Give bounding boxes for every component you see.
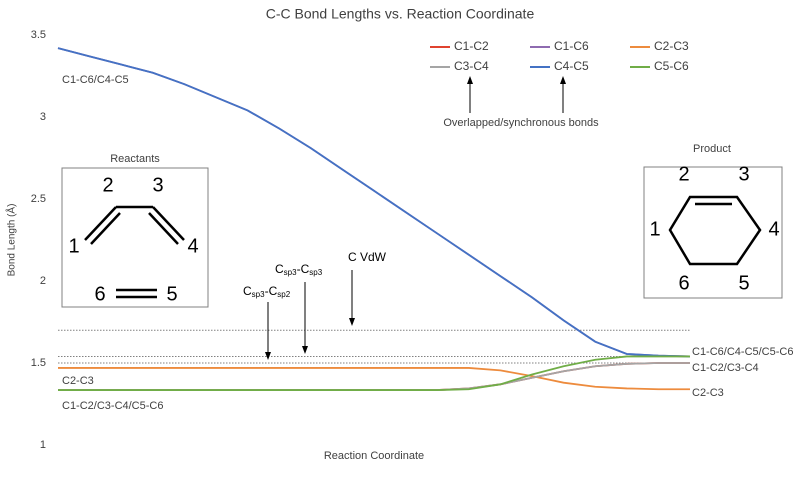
y-tick-label: 1 bbox=[40, 439, 46, 451]
annotation: C2-C3 bbox=[692, 387, 724, 399]
series-line bbox=[58, 367, 690, 391]
legend-label: C2-C3 bbox=[654, 39, 689, 53]
annotation: C1-C2/C3-C4 bbox=[692, 362, 759, 374]
reference-label: Csp3-Csp3 bbox=[275, 262, 323, 277]
label-part: -C bbox=[265, 284, 278, 298]
reference-label: C VdW bbox=[348, 250, 387, 264]
label-part: C bbox=[243, 284, 252, 298]
legend-label: C5-C6 bbox=[654, 59, 689, 73]
annotation: C1-C6/C4-C5 bbox=[62, 74, 129, 86]
x-axis-title: Reaction Coordinate bbox=[324, 450, 424, 462]
annotation: C1-C2/C3-C4/C5-C6 bbox=[62, 400, 163, 412]
atom-label: 1 bbox=[649, 218, 660, 240]
atom-label: 2 bbox=[102, 174, 113, 196]
series-line bbox=[58, 355, 690, 391]
annotation: Overlapped/synchronous bonds bbox=[443, 117, 599, 129]
reactants-diagram bbox=[61, 167, 209, 308]
label-part: sp3 bbox=[284, 268, 297, 277]
atom-label: 3 bbox=[152, 174, 163, 196]
y-axis-title: Bond Length (Å) bbox=[5, 204, 18, 277]
label-part: -C bbox=[297, 262, 310, 276]
atom-label: 3 bbox=[738, 163, 749, 185]
label-part: sp3 bbox=[309, 268, 322, 277]
atom-label: 6 bbox=[94, 283, 105, 305]
label-part: sp2 bbox=[277, 290, 290, 299]
legend-label: C1-C2 bbox=[454, 39, 489, 53]
legend-label: C1-C6 bbox=[554, 39, 589, 53]
series-line bbox=[57, 47, 691, 358]
atom-label: 2 bbox=[678, 163, 689, 185]
label-part: sp3 bbox=[252, 290, 265, 299]
y-tick-label: 3 bbox=[40, 111, 46, 123]
atom-label: 4 bbox=[187, 235, 198, 257]
atom-label: 5 bbox=[738, 272, 749, 294]
legend-label: C4-C5 bbox=[554, 59, 589, 73]
legend-label: C3-C4 bbox=[454, 59, 489, 73]
y-tick-label: 3.5 bbox=[31, 29, 46, 41]
reactants-title: Reactants bbox=[110, 153, 160, 165]
annotation: C2-C3 bbox=[62, 375, 94, 387]
label-part: C VdW bbox=[348, 250, 387, 264]
reference-label: Csp3-Csp2 bbox=[243, 284, 291, 299]
y-tick-label: 1.5 bbox=[31, 357, 46, 369]
chart-title: C-C Bond Lengths vs. Reaction Coordinate bbox=[266, 6, 535, 22]
arrows bbox=[265, 76, 566, 360]
atom-label: 4 bbox=[768, 218, 779, 240]
atom-label: 6 bbox=[678, 272, 689, 294]
label-part: C bbox=[275, 262, 284, 276]
atom-label: 1 bbox=[68, 235, 79, 257]
product-title: Product bbox=[693, 143, 731, 155]
annotation: C1-C6/C4-C5/C5-C6 bbox=[692, 346, 793, 358]
y-tick-label: 2 bbox=[40, 275, 46, 287]
product-diagram bbox=[643, 166, 783, 299]
y-tick-label: 2.5 bbox=[31, 193, 46, 205]
atom-label: 5 bbox=[166, 283, 177, 305]
